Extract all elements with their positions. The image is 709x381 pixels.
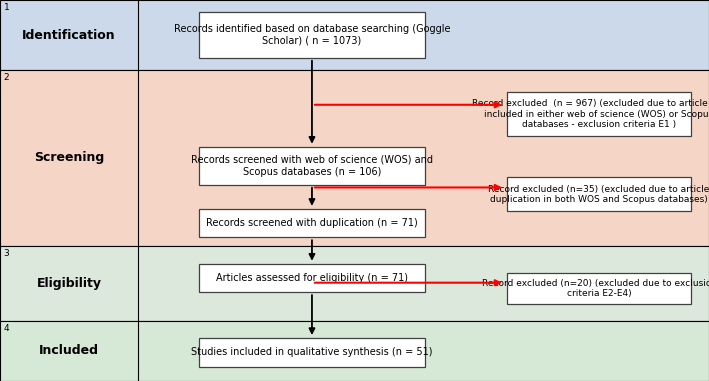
Bar: [199, 12, 425, 58]
Text: Screening: Screening: [34, 151, 104, 165]
Text: Record excluded (n=35) (excluded due to article
duplication in both WOS and Scop: Record excluded (n=35) (excluded due to …: [489, 185, 709, 204]
Bar: [199, 208, 425, 237]
Text: Record excluded (n=20) (excluded due to exclusion
criteria E2-E4): Record excluded (n=20) (excluded due to …: [481, 279, 709, 298]
Text: 2: 2: [4, 73, 9, 82]
Text: 4: 4: [4, 324, 9, 333]
Text: 1: 1: [4, 3, 9, 12]
Bar: [0, 321, 709, 381]
Text: Identification: Identification: [22, 29, 116, 42]
Bar: [507, 177, 691, 211]
Bar: [199, 147, 425, 185]
Text: Record excluded  (n = 967) (excluded due to article not
included in either web o: Record excluded (n = 967) (excluded due …: [472, 99, 709, 129]
Text: Included: Included: [39, 344, 99, 357]
Bar: [0, 246, 709, 321]
Text: Articles assessed for eligibility (n = 71): Articles assessed for eligibility (n = 7…: [216, 273, 408, 283]
Text: Records screened with duplication (n = 71): Records screened with duplication (n = 7…: [206, 218, 418, 228]
Bar: [199, 264, 425, 293]
Text: Records identified based on database searching (Goggle
Scholar) ( n = 1073): Records identified based on database sea…: [174, 24, 450, 46]
Text: Records screened with web of science (WOS) and
Scopus databases (n = 106): Records screened with web of science (WO…: [191, 155, 433, 176]
Bar: [507, 273, 691, 304]
Text: 3: 3: [4, 249, 9, 258]
Text: Eligibility: Eligibility: [37, 277, 101, 290]
Bar: [0, 70, 709, 246]
Bar: [507, 93, 691, 136]
Text: Studies included in qualitative synthesis (n = 51): Studies included in qualitative synthesi…: [191, 347, 432, 357]
Bar: [0, 0, 709, 70]
Bar: [199, 338, 425, 367]
